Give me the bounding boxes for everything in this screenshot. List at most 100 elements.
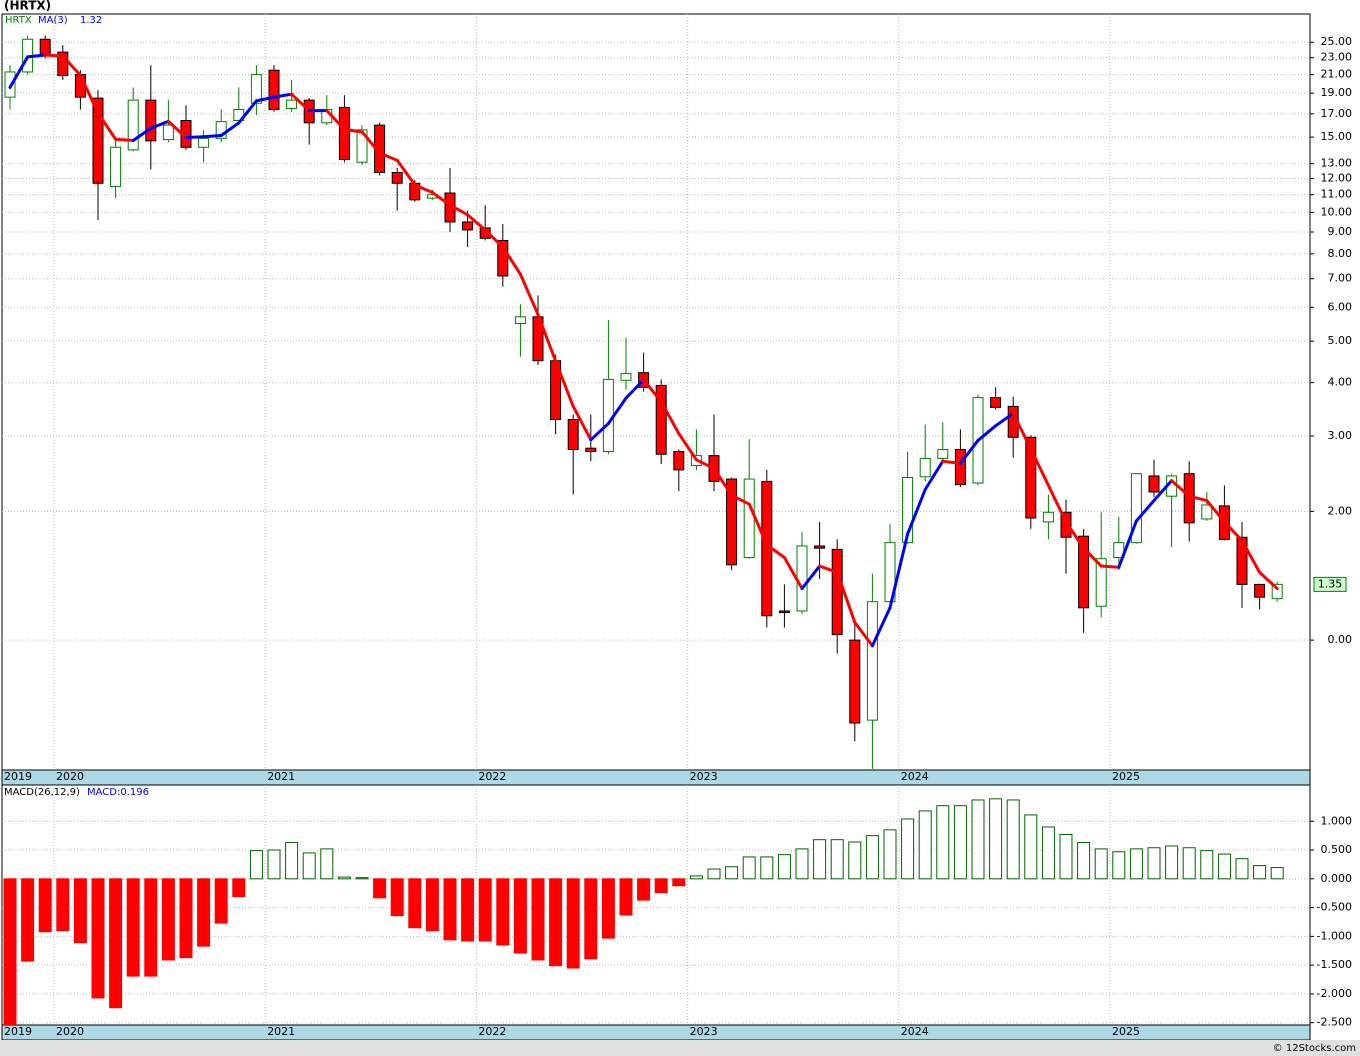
ma-segment [360, 130, 382, 155]
x-tick-label: 2024 [901, 1025, 929, 1038]
ma-segment [1222, 520, 1244, 542]
candle-body [57, 51, 69, 76]
candle-body [655, 384, 667, 455]
y-tick-label: 5.00 [1328, 334, 1353, 347]
candle-body [866, 601, 878, 721]
y-tick-label: -1.000 [1317, 929, 1352, 942]
ma-segment [413, 183, 434, 195]
ma-segment [518, 272, 540, 317]
ma-segment [624, 378, 646, 400]
ma-segment [1064, 520, 1086, 550]
candle-body [286, 99, 298, 109]
ma-segment [61, 54, 82, 77]
macd-bar [3, 878, 17, 1025]
ma-segment [958, 438, 980, 465]
last-price-box [1313, 576, 1347, 592]
ma-segment [78, 73, 100, 115]
macd-bar [672, 878, 686, 887]
ma-segment [818, 564, 839, 574]
ma-segment [782, 556, 804, 591]
macd-bar [179, 878, 193, 959]
axes: 25.00 23.00 21.00 19.00 17.00 15.00 13.00 12.00… [4, 35, 1352, 1038]
candle-body [796, 545, 808, 612]
ma-segment [131, 126, 153, 142]
ma-segment [272, 92, 294, 99]
ma-segment [606, 396, 628, 425]
macd-bar [777, 854, 791, 880]
ma-segment [448, 203, 470, 217]
macd-bar [478, 878, 492, 942]
macd-bar [1041, 826, 1055, 880]
macd-bar [425, 878, 439, 932]
x-tick-label: 2022 [478, 770, 506, 783]
macd-bar [355, 877, 369, 880]
macd-bar [1024, 814, 1038, 880]
ma-segment [1082, 546, 1103, 568]
y-tick-label: 25.00 [1321, 35, 1353, 48]
ma-segment [906, 487, 927, 536]
y-tick-label: 3.00 [1328, 429, 1353, 442]
macd-bar [1129, 848, 1143, 880]
candle-body [1254, 583, 1266, 598]
macd-bar [725, 866, 739, 880]
y-tick-label: 15.00 [1321, 130, 1353, 143]
candle-body [1095, 558, 1107, 607]
candle-body [814, 545, 826, 549]
ma-readout: 1.32 [80, 15, 102, 26]
macd-bar [1200, 850, 1214, 880]
candle-body [1078, 535, 1090, 609]
candle-body [1236, 536, 1248, 585]
macd-bar [390, 878, 404, 917]
candle-body [726, 478, 738, 566]
y-tick-label: -0.500 [1317, 901, 1352, 914]
candle-body [514, 316, 526, 324]
price-plot [2, 14, 1310, 770]
candle-body [92, 97, 104, 184]
ma-segment [43, 53, 65, 58]
ma-segment [1117, 519, 1138, 569]
ma-segment [114, 137, 135, 142]
candle-body [1042, 511, 1054, 523]
ma-segment [342, 127, 364, 134]
ma-segment [677, 432, 698, 462]
ma-segment [554, 359, 575, 408]
y-tick-label: 2.00 [1328, 504, 1353, 517]
ma-segment [870, 606, 892, 648]
candle-body [620, 373, 632, 381]
macd-bar [971, 799, 985, 880]
macd-bar [91, 878, 105, 999]
x-tick-label: 2021 [267, 1025, 295, 1038]
y-tick-label: 19.00 [1321, 86, 1353, 99]
macd-bar [1006, 799, 1020, 880]
ma-segment [237, 99, 258, 125]
candle-body [902, 477, 914, 544]
ma-segment [941, 459, 962, 465]
macd-bar [1235, 858, 1249, 880]
ma-segment [466, 213, 487, 232]
macd-bar [813, 839, 827, 880]
y-tick-label: 13.00 [1321, 157, 1353, 170]
candle-body [849, 639, 861, 724]
candle-body [462, 221, 474, 231]
macd-bar [689, 875, 703, 880]
ma-segment [1258, 570, 1279, 591]
macd-bar [302, 852, 316, 880]
candle-body [1130, 473, 1142, 544]
ma-segment [202, 133, 223, 139]
macd-bar [918, 810, 932, 880]
candle-body [990, 397, 1002, 408]
ma-segment [290, 92, 311, 113]
candle-body [110, 146, 122, 187]
candle-body [954, 449, 966, 486]
ma-segment [976, 424, 998, 442]
candle-body [567, 418, 579, 451]
ma-segment [1152, 479, 1174, 503]
ma-segment [800, 564, 822, 591]
macd-bar [408, 878, 422, 929]
ma-segment [26, 53, 47, 59]
macd-bar [883, 829, 897, 880]
ma-segment [659, 400, 681, 436]
candle-body [338, 106, 350, 160]
